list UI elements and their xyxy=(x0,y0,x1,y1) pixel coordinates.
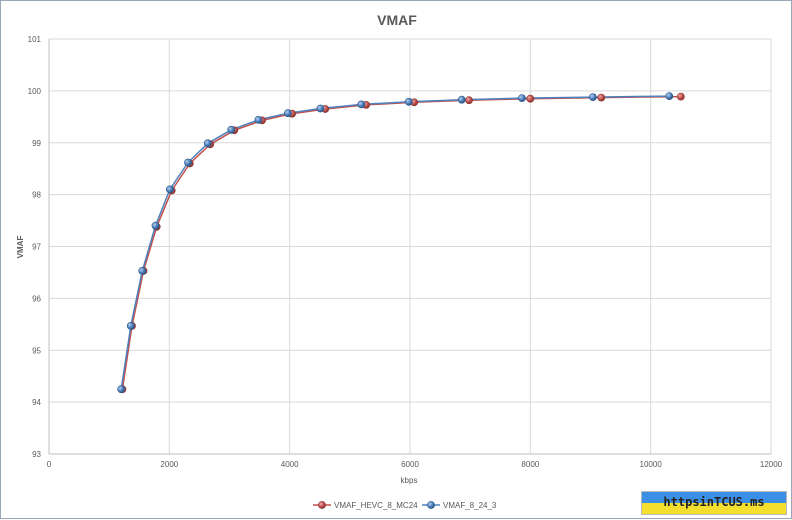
axes xyxy=(48,39,771,455)
legend-label-1: VMAF_HEVC_8_MC24 xyxy=(334,501,418,510)
x-tick-labels: 0 2000 4000 6000 8000 10000 12000 xyxy=(47,460,783,469)
data-point-series-1 xyxy=(676,92,685,101)
y-tick-label: 95 xyxy=(32,346,41,355)
data-point-series-2 xyxy=(357,100,366,109)
data-point-series-2 xyxy=(254,116,263,124)
data-point-series-1 xyxy=(597,93,606,102)
legend-marker-2 xyxy=(427,501,435,509)
x-tick-label: 6000 xyxy=(401,460,419,469)
data-point-series-2 xyxy=(151,221,160,230)
data-point-series-2 xyxy=(316,104,325,113)
series-line-2 xyxy=(120,95,670,390)
x-axis-label: kbps xyxy=(401,476,418,485)
data-point-series-2 xyxy=(138,266,147,275)
x-tick-label: 4000 xyxy=(281,460,299,469)
y-tick-label: 96 xyxy=(32,294,41,303)
data-point-series-2 xyxy=(665,92,674,100)
data-point-series-1 xyxy=(465,96,473,105)
x-tick-label: 12000 xyxy=(760,460,783,469)
data-point-series-2 xyxy=(227,125,236,134)
y-tick-label: 97 xyxy=(32,243,41,252)
data-point-series-2 xyxy=(184,158,192,167)
y-tick-label: 98 xyxy=(32,191,41,200)
legend: VMAF_HEVC_8_MC24 VMAF_8_24_3 xyxy=(313,501,497,510)
x-tick-label: 10000 xyxy=(640,460,663,469)
chart-title: VMAF xyxy=(377,12,417,28)
x-tick-label: 8000 xyxy=(521,460,539,469)
data-point-series-2 xyxy=(589,93,597,101)
y-tick-label: 94 xyxy=(32,398,41,407)
y-tick-label: 101 xyxy=(28,35,42,44)
y-tick-label: 100 xyxy=(28,87,42,96)
legend-label-2: VMAF_8_24_3 xyxy=(443,501,497,510)
data-point-series-2 xyxy=(518,94,526,102)
x-tick-label: 2000 xyxy=(160,460,178,469)
data-point-series-1 xyxy=(526,94,535,103)
data-point-series-2 xyxy=(404,97,413,106)
y-tick-labels: 93 94 95 96 97 98 99 100 101 xyxy=(28,35,42,459)
watermark-text: httpsinTCUS.ms xyxy=(663,495,765,509)
series-lines xyxy=(120,95,681,390)
data-point-series-2 xyxy=(165,185,174,194)
y-tick-label: 99 xyxy=(32,139,41,148)
y-axis-label: VMAF xyxy=(16,236,25,259)
x-tick-label: 0 xyxy=(47,460,52,469)
data-point-series-2 xyxy=(283,109,292,118)
legend-marker-1 xyxy=(318,501,326,509)
data-point-series-2 xyxy=(457,95,466,104)
data-point-series-2 xyxy=(117,385,126,394)
data-point-series-2 xyxy=(126,321,135,330)
watermark-logo: httpsinTCUS.ms xyxy=(641,491,787,515)
series-markers xyxy=(117,92,685,394)
y-tick-label: 93 xyxy=(32,450,41,459)
data-point-series-2 xyxy=(203,139,212,148)
